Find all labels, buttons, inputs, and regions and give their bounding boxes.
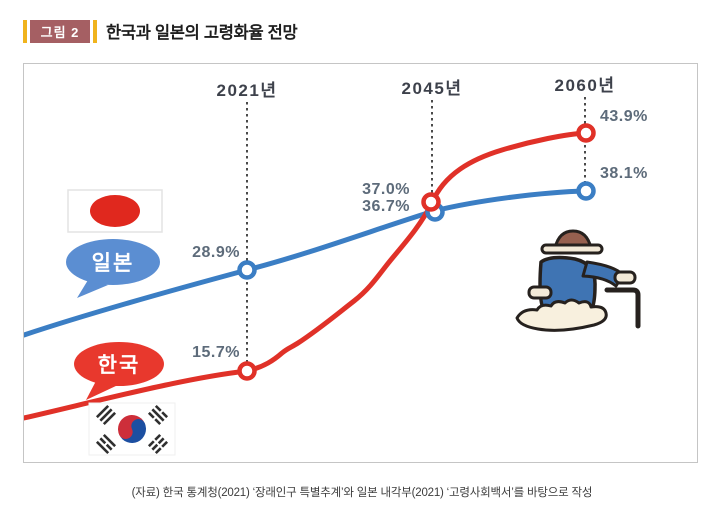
elderly-care-icon — [515, 229, 641, 332]
aging-rate-line-chart: 2021년 2045년 2060년 28.9% 15.7% 37.0% 36.7… — [24, 76, 648, 456]
japan-value-2045: 36.7% — [362, 198, 410, 215]
korea-line-series — [24, 130, 589, 421]
japan-point-2060 — [576, 181, 596, 201]
supporting-hand-icon — [515, 298, 608, 332]
korea-flag-trigrams — [95, 404, 169, 455]
year-label-2060: 2060년 — [555, 76, 616, 95]
korea-legend-bubble: 한국 — [74, 342, 164, 400]
japan-line-series — [24, 188, 589, 338]
year-label-2021: 2021년 — [217, 81, 278, 100]
korea-point-2021 — [237, 361, 257, 381]
gold-accent-bar-right — [93, 19, 97, 43]
korea-point-2045 — [421, 192, 441, 212]
korea-value-2060: 43.9% — [600, 108, 648, 125]
korea-flag-icon — [88, 402, 176, 456]
figure-title: 한국과 일본의 고령화율 전망 — [106, 24, 298, 42]
korea-value-2021: 15.7% — [192, 344, 240, 361]
japan-point-2021 — [237, 260, 257, 280]
japan-flag-icon — [67, 189, 163, 233]
japan-value-2060: 38.1% — [600, 165, 648, 182]
gold-accent-bar-left — [23, 19, 27, 43]
source-note: (자료) 한국 통계청(2021) ‘장래인구 특별추계’와 일본 내각부(20… — [131, 487, 593, 499]
figure-header: 그림 2 한국과 일본의 고령화율 전망 — [23, 19, 298, 43]
chart-panel: 2021년 2045년 2060년 28.9% 15.7% 37.0% 36.7… — [23, 63, 698, 463]
japan-legend-bubble: 일본 — [66, 239, 160, 298]
japan-legend-label: 일본 — [92, 252, 135, 275]
year-label-2045: 2045년 — [402, 79, 463, 98]
korea-point-2060 — [576, 123, 596, 143]
japan-value-2021: 28.9% — [192, 244, 240, 261]
korea-legend-label: 한국 — [98, 354, 141, 377]
cane-icon — [604, 287, 641, 329]
korea-value-2045: 37.0% — [362, 181, 410, 198]
figure-number-badge: 그림 2 — [30, 19, 90, 43]
